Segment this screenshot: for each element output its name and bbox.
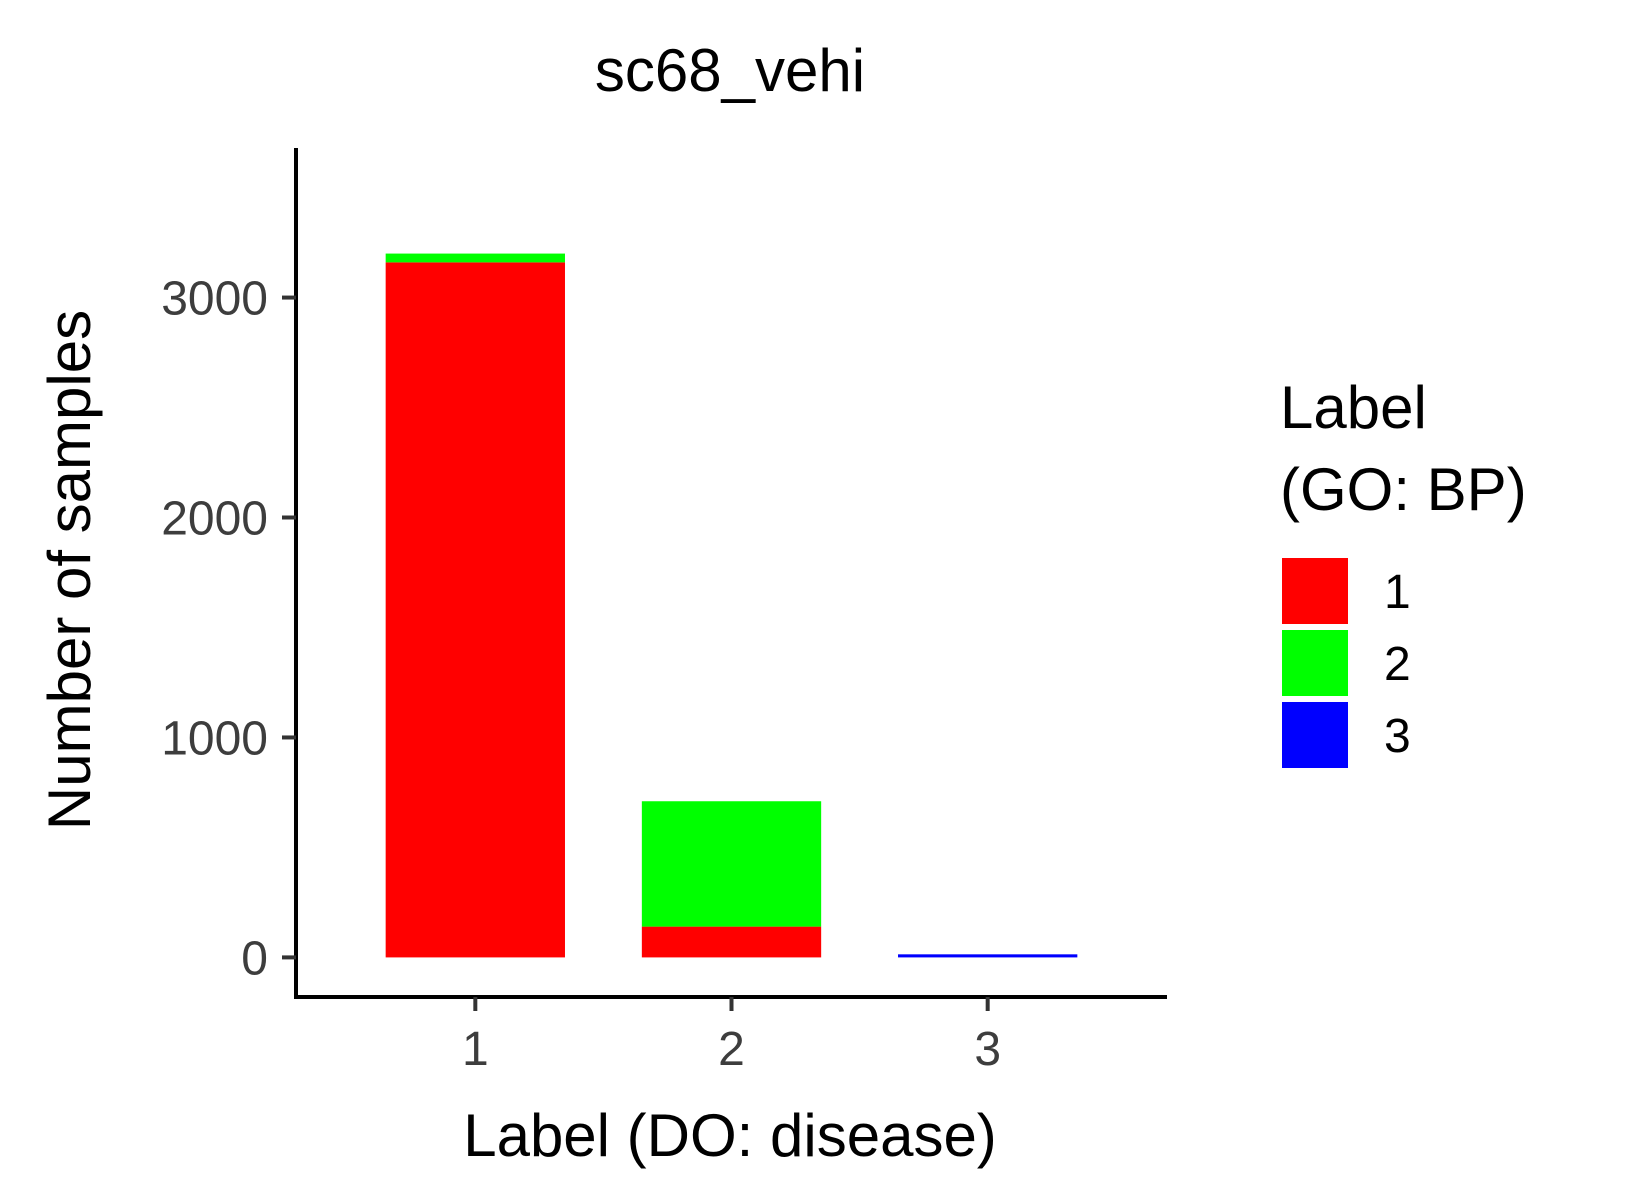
y-tick-label-1000: 1000 bbox=[161, 712, 268, 765]
y-tick-label-2000: 2000 bbox=[161, 493, 268, 546]
legend-label-3: 3 bbox=[1384, 710, 1411, 763]
legend-label-2: 2 bbox=[1384, 638, 1411, 691]
legend-key-3 bbox=[1282, 702, 1348, 768]
y-tick-label-3000: 3000 bbox=[161, 273, 268, 326]
plot-area bbox=[385, 253, 1078, 958]
bar-cat1-series1 bbox=[385, 262, 565, 958]
bar-cat2-series1 bbox=[641, 926, 822, 958]
x-tick-label-1: 1 bbox=[462, 1023, 489, 1076]
axes: 0 1000 2000 3000 1 2 3 bbox=[161, 148, 1167, 1076]
bar-cat1-series2 bbox=[385, 253, 565, 263]
chart-title: sc68_vehi bbox=[595, 37, 865, 104]
legend: Label (GO: BP) 1 2 3 bbox=[1280, 374, 1527, 768]
x-axis-title: Label (DO: disease) bbox=[463, 1102, 997, 1169]
x-tick-label-3: 3 bbox=[974, 1023, 1001, 1076]
bar-cat2-series2 bbox=[641, 801, 822, 927]
y-axis-title: Number of samples bbox=[36, 310, 103, 830]
legend-title-line2: (GO: BP) bbox=[1280, 456, 1527, 523]
y-tick-label-0: 0 bbox=[241, 932, 268, 985]
legend-title-line1: Label bbox=[1280, 374, 1427, 441]
legend-key-1 bbox=[1282, 558, 1348, 624]
legend-label-1: 1 bbox=[1384, 566, 1411, 619]
x-tick-label-2: 2 bbox=[718, 1023, 745, 1076]
legend-key-2 bbox=[1282, 630, 1348, 696]
legend-items: 1 2 3 bbox=[1282, 558, 1411, 768]
bar-cat3-series3 bbox=[898, 954, 1078, 958]
